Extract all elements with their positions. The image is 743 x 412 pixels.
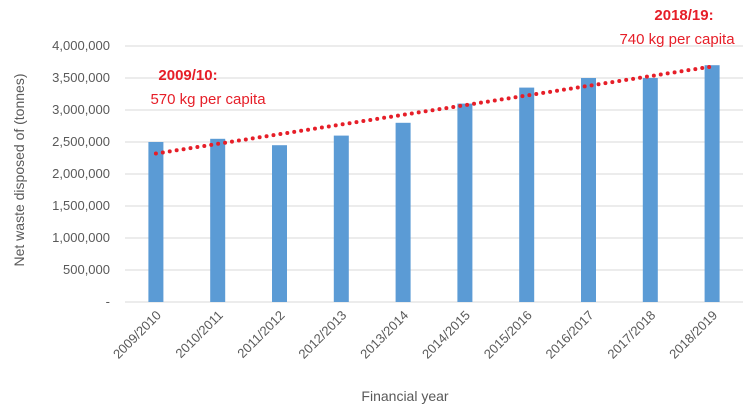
grid-lines [125, 45, 743, 303]
y-tick-label: 500,000 [63, 262, 110, 277]
bar-2015-2016 [519, 87, 535, 302]
y-tick-label: 1,500,000 [52, 198, 110, 213]
annotation-start-year: 2009/10: [158, 67, 217, 84]
x-tick-label: 2012/2013 [295, 308, 349, 362]
y-tick-label: 3,500,000 [52, 70, 110, 85]
y-axis-title: Net waste disposed of (tonnes) [11, 74, 27, 267]
bars [148, 65, 720, 302]
x-tick-label: 2016/2017 [543, 308, 597, 362]
x-tick-label: 2013/2014 [357, 308, 411, 362]
bar-2016-2017 [581, 78, 596, 302]
y-tick-label: 2,000,000 [52, 166, 110, 181]
x-tick-label: 2017/2018 [604, 308, 658, 362]
bar-2011-2012 [272, 145, 287, 302]
trendline-line [153, 64, 715, 156]
bar-2017-2018 [642, 78, 658, 302]
x-tick-labels: 2009/2010 2010/2011 2011/2012 2012/2013 2013… [110, 308, 720, 362]
bar-2009-2010 [148, 142, 164, 302]
bar-2014-2015 [457, 103, 473, 302]
y-tick-label: - [106, 294, 110, 309]
bar-2010-2011 [210, 138, 226, 302]
x-tick-label: 2010/2011 [172, 308, 225, 361]
y-tick-label: 4,000,000 [52, 38, 110, 53]
annotation-end-year: 2018/19: [654, 7, 713, 24]
y-tick-label: 3,000,000 [52, 102, 110, 117]
annotation-end-text: 740 kg per capita [619, 31, 735, 48]
annotation-start-text: 570 kg per capita [150, 91, 266, 108]
bar-2013-2014 [395, 122, 411, 302]
x-tick-label: 2015/2016 [481, 308, 535, 362]
x-tick-label: 2014/2015 [419, 308, 473, 362]
y-tick-label: 1,000,000 [52, 230, 110, 245]
y-tick-label: 2,500,000 [52, 134, 110, 149]
y-tick-labels: - 500,000 1,000,000 1,500,000 2,000,000 2,500… [52, 38, 110, 309]
trendline [153, 64, 715, 156]
x-tick-label: 2018/2019 [666, 308, 720, 362]
bar-2012-2013 [333, 135, 349, 302]
bar-2018-2019 [704, 65, 720, 302]
x-tick-label: 2009/2010 [110, 308, 164, 362]
x-axis-title: Financial year [361, 388, 448, 404]
x-tick-label: 2011/2012 [234, 308, 287, 361]
